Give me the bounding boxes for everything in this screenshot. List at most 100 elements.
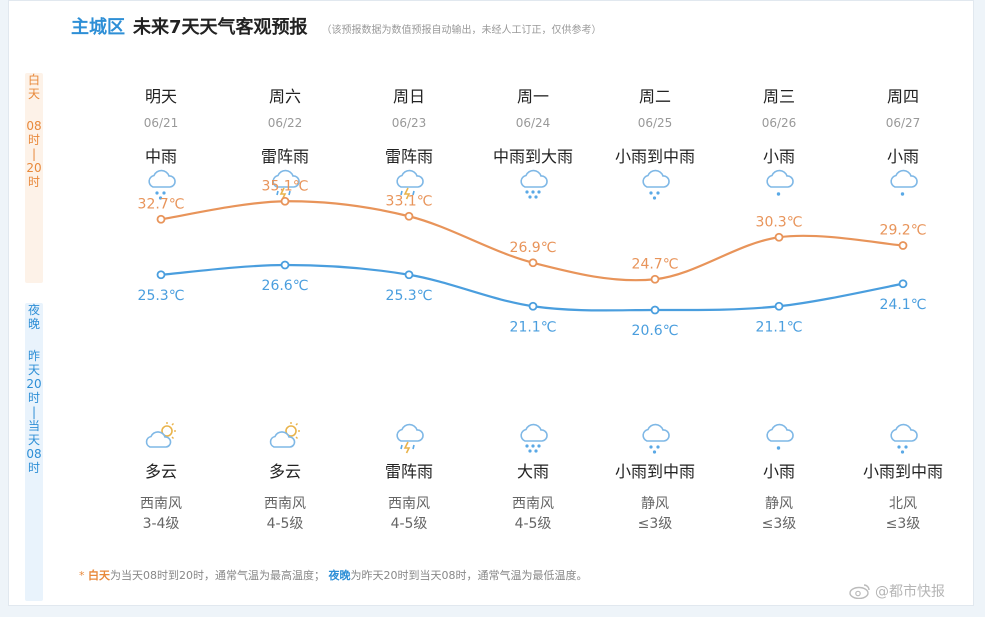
heavy-rain-icon: [517, 421, 549, 455]
high-temp-point: [156, 214, 166, 224]
wind-level: 4-5级: [514, 516, 552, 532]
rain-cloud-icon: [145, 167, 177, 201]
night-range-char: 昨: [27, 349, 40, 363]
partly-cloudy-icon: [145, 421, 177, 455]
day-range-char: |: [31, 147, 37, 161]
day-weather: 雷阵雨: [384, 147, 433, 166]
high-temp-point: [528, 258, 538, 268]
header: 主城区 未来7天天气客观预报 （该预报数据为数值预报自动输出，未经人工订正，仅供…: [71, 13, 602, 43]
wind-info: 静风 ≤3级: [719, 494, 839, 534]
day-name: 周日: [392, 87, 425, 106]
light-rain-icon: [763, 421, 795, 455]
low-temp-label: 25.3℃: [138, 288, 185, 304]
day-date: 06/22: [267, 116, 303, 130]
day-range-char: 20: [26, 161, 42, 175]
wind-info: 静风 ≤3级: [595, 494, 715, 534]
low-temp-label: 26.6℃: [262, 278, 309, 294]
wind-info: 西南风 3-4级: [101, 494, 221, 534]
wind-direction: 北风: [889, 496, 917, 512]
wind-direction: 西南风: [388, 496, 430, 512]
day-weather: 小雨到中雨: [614, 147, 695, 166]
temperature-chart: 32.7℃ 35.1℃ 33.1℃ 26.9℃ 24.7℃ 30.3℃ 29.2℃ 25.3℃…: [138, 178, 927, 339]
night-range-char: |: [31, 405, 37, 419]
wind-info: 北风 ≤3级: [843, 494, 963, 534]
day-name: 周四: [886, 87, 919, 106]
wind-info: 西南风 4-5级: [473, 494, 593, 534]
low-temp-label: 21.1℃: [510, 319, 557, 335]
day-label-char: 天: [27, 87, 40, 101]
night-weather: 小雨到中雨: [862, 462, 943, 481]
watermark-text: @都市快报: [875, 584, 945, 600]
footnote-night-word: 夜晚: [328, 569, 351, 582]
night-range-char: 08: [26, 447, 42, 461]
night-range-char: 天: [27, 363, 40, 377]
forecast-card: 主城区 未来7天天气客观预报 （该预报数据为数值预报自动输出，未经人工订正，仅供…: [8, 0, 974, 606]
thunder-rain-icon: [393, 167, 425, 201]
night-weather: 多云: [268, 462, 301, 481]
heavy-rain-icon: [517, 167, 549, 201]
day-range-char: 时: [27, 133, 40, 147]
wind-level: ≤3级: [637, 516, 673, 532]
night-weather: 小雨到中雨: [614, 462, 695, 481]
low-temp-point: [156, 270, 166, 280]
night-weather: 多云: [144, 462, 177, 481]
high-temp-label: 30.3℃: [756, 214, 803, 230]
day-weather: 中雨: [144, 147, 177, 166]
day-range-char: 08: [26, 119, 42, 133]
page-title: 未来7天天气客观预报: [133, 17, 308, 38]
region-name: 主城区: [71, 17, 125, 38]
day-date: 06/21: [143, 116, 179, 130]
high-temp-point: [898, 241, 908, 250]
weibo-logo-icon: [849, 584, 870, 599]
rain-cloud-icon: [639, 167, 671, 201]
night-side-label: 夜 晚 昨 天 20 时 | 当 天 08 时: [25, 303, 43, 601]
footnote-day-text: 为当天08时到20时，通常气温为最高温度；: [110, 569, 325, 582]
thunder-rain-icon: [393, 421, 425, 455]
night-weather: 大雨: [516, 462, 549, 481]
day-side-label: 白 天 08 时 | 20 时: [25, 73, 43, 283]
footnote-star: *: [79, 569, 85, 582]
wind-direction: 西南风: [264, 496, 306, 512]
wind-level: 3-4级: [142, 516, 180, 532]
day-date: 06/26: [761, 116, 797, 130]
day-name: 明天: [144, 87, 177, 106]
wind-direction: 静风: [641, 496, 669, 512]
high-temp-label: 24.7℃: [632, 256, 679, 272]
night-range-char: 20: [26, 377, 42, 391]
rain-cloud-icon: [639, 421, 671, 455]
footnote-night-text: 为昨天20时到当天08时，通常气温为最低温度。: [350, 569, 588, 582]
day-range-char: 时: [27, 175, 40, 189]
day-date: 06/23: [391, 116, 427, 130]
wind-direction: 西南风: [140, 496, 182, 512]
low-temp-point: [774, 301, 784, 311]
low-temp-point: [898, 279, 908, 289]
high-temp-point: [774, 232, 784, 242]
night-label-char: 晚: [27, 317, 40, 331]
thunder-rain-icon: [269, 167, 301, 201]
low-temp-label: 20.6℃: [632, 323, 679, 339]
wind-info: 西南风 4-5级: [225, 494, 345, 534]
day-weather: 小雨: [886, 147, 919, 166]
day-name: 周三: [762, 87, 795, 106]
partly-cloudy-icon: [269, 421, 301, 455]
night-label-char: 夜: [27, 303, 40, 317]
day-weather: 小雨: [762, 147, 795, 166]
night-weather: 小雨: [762, 462, 795, 481]
day-date: 06/25: [637, 116, 673, 130]
high-temp-point: [404, 211, 414, 221]
rain-cloud-icon: [887, 421, 919, 455]
wind-level: 4-5级: [266, 516, 304, 532]
low-temp-point: [528, 301, 538, 311]
wind-level: ≤3级: [761, 516, 797, 532]
wind-level: ≤3级: [885, 516, 921, 532]
day-date: 06/24: [515, 116, 551, 130]
footnote: * 白天为当天08时到20时，通常气温为最高温度； 夜晚为昨天20时到当天08时…: [79, 567, 588, 583]
disclaimer-note: （该预报数据为数值预报自动输出，未经人工订正，仅供参考）: [321, 25, 602, 36]
wind-info: 西南风 4-5级: [349, 494, 469, 534]
night-range-char: 当: [27, 419, 40, 433]
night-range-char: 时: [27, 391, 40, 405]
low-temp-label: 21.1℃: [756, 319, 803, 335]
wind-direction: 西南风: [512, 496, 554, 512]
low-temp-point: [650, 305, 660, 315]
light-rain-icon: [763, 167, 795, 201]
